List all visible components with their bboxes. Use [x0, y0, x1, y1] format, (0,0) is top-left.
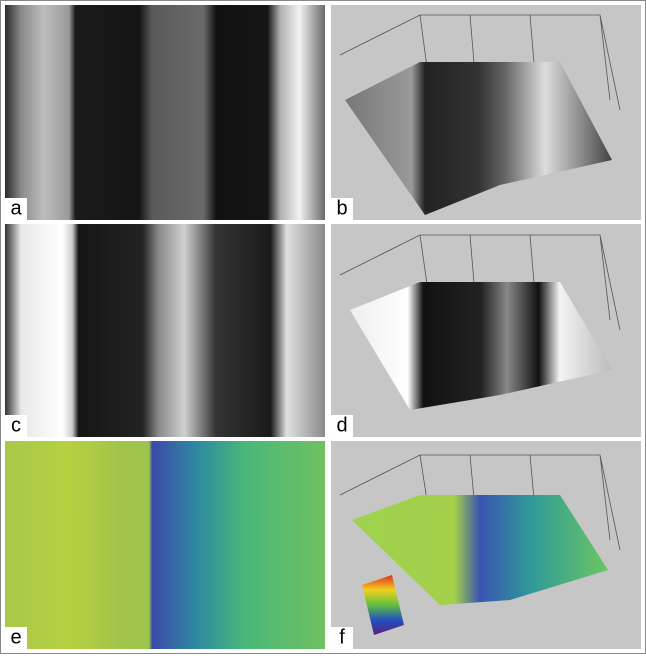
panel-label: e [10, 626, 21, 648]
panel-label: f [339, 626, 345, 648]
panel-label: d [336, 414, 347, 436]
panel-image [5, 441, 325, 649]
panel-label: b [336, 197, 347, 219]
panel-label: a [10, 197, 22, 219]
page: a b c d e f (() => { const data = JSON.p… [0, 0, 646, 654]
panel-3d [331, 224, 641, 437]
panel-image [5, 224, 325, 437]
panel-3d [331, 441, 641, 649]
panel-3d [331, 5, 641, 220]
panel-label: c [11, 414, 21, 436]
figure: a b c d e f [0, 0, 646, 654]
panel-image [5, 5, 325, 220]
